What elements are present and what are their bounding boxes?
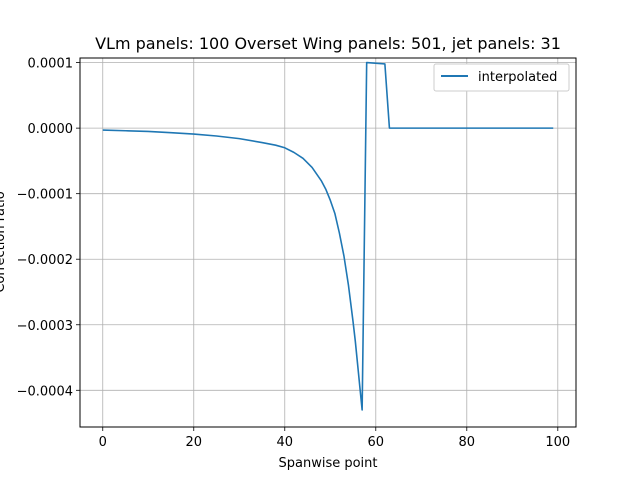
x-axis-label: Spanwise point [278,456,377,471]
series-layer [102,61,554,411]
y-ticks: 0.0001 0.0000 −0.0001 −0.0002 −0.0003 −0.0004 [17,57,80,399]
y-tick-label: −0.0003 [17,319,73,334]
y-tick-label: −0.0001 [17,188,73,203]
plot-frame [79,57,577,428]
legend: interpolated [433,63,570,92]
y-tick-label: 0.0000 [28,122,74,137]
y-tick-label: −0.0002 [17,253,73,268]
x-ticks: 0 20 40 60 80 100 [99,427,570,450]
grid [80,58,576,427]
x-tick-label: 80 [459,435,476,450]
x-tick-label: 100 [545,435,570,450]
x-tick-label: 0 [99,435,107,450]
legend-label: interpolated [478,70,557,85]
y-tick-label: 0.0001 [28,57,74,72]
legend-box [433,63,570,92]
chart-title: VLm panels: 100 Overset Wing panels: 501… [95,34,561,53]
y-tick-label: −0.0004 [17,384,73,399]
series-line-interpolated [102,61,554,411]
x-tick-label: 60 [368,435,385,450]
x-tick-label: 20 [185,435,202,450]
x-tick-label: 40 [276,435,293,450]
y-axis-label: Correction ratio [0,191,8,292]
